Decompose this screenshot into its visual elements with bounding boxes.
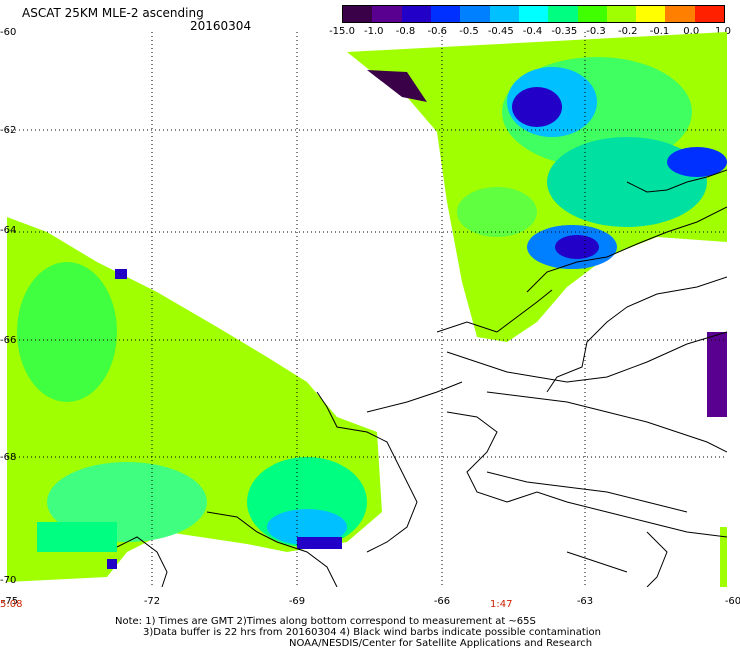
colorbar	[342, 5, 725, 23]
time-label-mid: 1:47	[490, 599, 513, 610]
x-axis-tick-label: -63	[576, 596, 594, 607]
colorbar-segment	[343, 6, 373, 22]
y-axis-tick-label: -62	[0, 125, 17, 136]
colorbar-tick-label: -0.35	[551, 26, 578, 37]
y-axis-tick-label: -68	[0, 452, 17, 463]
map-title: ASCAT 25KM MLE-2 ascending	[22, 6, 204, 20]
colorbar-segment	[577, 6, 607, 22]
time-label-left: 5:08	[0, 599, 23, 610]
colorbar-segment	[401, 6, 431, 22]
colorbar-segment	[489, 6, 519, 22]
colorbar-tick-label: -0.45	[487, 26, 514, 37]
note-line-1: Note: 1) Times are GMT 2)Times along bot…	[115, 616, 536, 627]
colorbar-segment	[694, 6, 725, 22]
colorbar-labels: -15.0 -1.0 -0.8 -0.6 -0.5 -0.45 -0.4 -0.35 -0.3-…	[329, 26, 740, 38]
note-line-3: NOAA/NESDIS/Center for Satellite Applica…	[289, 638, 593, 649]
y-axis-tick-label: -64	[0, 225, 17, 236]
right-strip-upper	[707, 332, 727, 417]
left-swath	[7, 217, 382, 582]
colorbar-tick-label: -0.8	[395, 26, 416, 37]
map-date: 20160304	[190, 19, 252, 33]
colorbar-segment	[430, 6, 461, 22]
y-axis-tick-label: -60	[0, 27, 17, 38]
colorbar-tick-label: -1.0	[363, 26, 384, 37]
colorbar-tick-label: -15.0	[329, 26, 355, 37]
colorbar-tick-label: 1.0	[715, 26, 731, 37]
colorbar-segment	[606, 6, 637, 22]
x-axis-tick-label: -69	[288, 596, 306, 607]
x-axis-tick-label: -66	[433, 596, 451, 607]
colorbar-tick-label: -0.5	[459, 26, 479, 37]
x-axis-tick-label: -60	[724, 596, 740, 607]
map-svg	[7, 32, 727, 587]
graticule	[7, 32, 727, 587]
colorbar-segment	[636, 6, 666, 22]
upper-swath	[347, 32, 727, 342]
colorbar-tick-label: -0.6	[427, 26, 448, 37]
x-axis-tick-label: -72	[143, 596, 161, 607]
y-axis-tick-label: -66	[0, 335, 17, 346]
colorbar-tick-label: -0.1	[649, 26, 670, 37]
colorbar-tick-label: -0.3	[586, 26, 606, 37]
coastlines	[116, 169, 727, 587]
colorbar-segment	[665, 6, 695, 22]
colorbar-segment	[548, 6, 578, 22]
map-area	[7, 32, 727, 587]
y-axis-tick-label: -70	[0, 575, 17, 586]
x-axis-tick-label: -75	[1, 596, 19, 607]
right-strip-lower	[720, 527, 727, 587]
colorbar-tick-label: 0.0	[683, 26, 700, 37]
colorbar-segment	[518, 6, 549, 22]
colorbar-segment	[460, 6, 490, 22]
colorbar-tick-label: -0.2	[617, 26, 638, 37]
colorbar-segment	[372, 6, 402, 22]
note-line-2: 3)Data buffer is 22 hrs from 20160304 4)…	[143, 627, 601, 638]
colorbar-tick-label: -0.4	[522, 26, 543, 37]
